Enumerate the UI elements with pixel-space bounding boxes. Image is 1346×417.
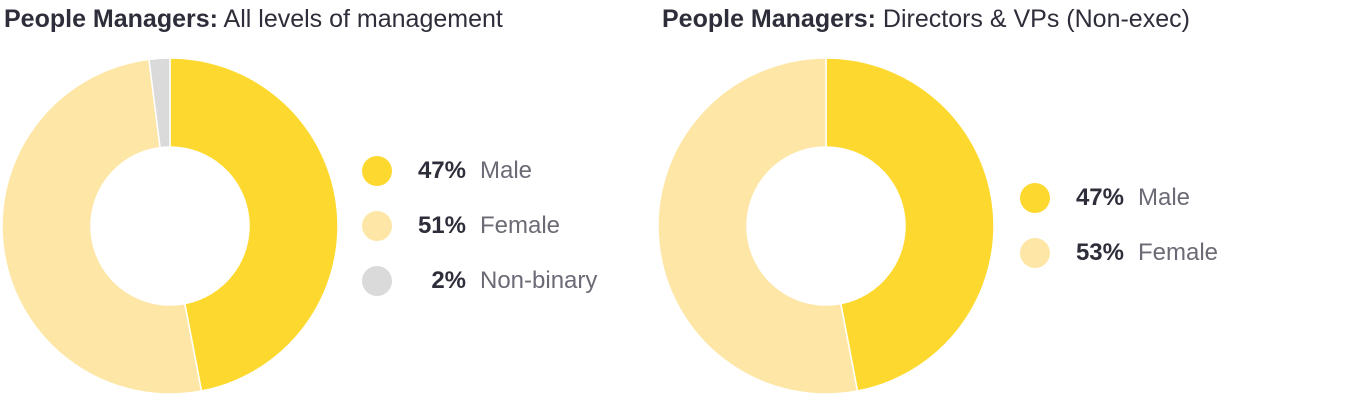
legend-label-male: Male bbox=[480, 156, 533, 184]
legend-value-male: 47% bbox=[1075, 183, 1124, 211]
donut-slice-non-binary bbox=[148, 57, 171, 149]
chart-title-bold: People Managers: bbox=[4, 5, 218, 33]
legend-swatch-male bbox=[362, 155, 392, 186]
chart-title-text: All levels of management bbox=[223, 5, 503, 33]
donut-chart bbox=[1, 57, 339, 395]
legend-item-male: 47% Male bbox=[1020, 170, 1218, 225]
donut-slice-female bbox=[1, 58, 203, 395]
legend-swatch-female bbox=[362, 210, 392, 241]
legend-label-non-binary: Non-binary bbox=[480, 266, 598, 294]
chart-title-text: Directors & VPs (Non-exec) bbox=[882, 5, 1190, 33]
legend-swatch-female bbox=[1020, 237, 1050, 268]
legend-swatch-male bbox=[1020, 182, 1050, 213]
donut-chart bbox=[657, 57, 995, 395]
chart-legend: 47% Male 53% Female bbox=[1020, 170, 1218, 280]
chart-title: People Managers: All levels of managemen… bbox=[4, 2, 503, 36]
legend-value-male: 47% bbox=[417, 156, 466, 184]
donut-slice-male bbox=[825, 57, 995, 392]
legend-value-female: 53% bbox=[1075, 238, 1124, 266]
legend-item-non-binary: 2% Non-binary bbox=[362, 253, 597, 308]
legend-item-male: 47% Male bbox=[362, 143, 597, 198]
legend-value-non-binary: 2% bbox=[431, 266, 466, 294]
chart-legend: 47% Male 51% Female 2% Non-binary bbox=[362, 143, 597, 308]
legend-label-male: Male bbox=[1138, 183, 1191, 211]
chart-title-bold: People Managers: bbox=[662, 5, 876, 33]
legend-label-female: Female bbox=[480, 211, 561, 239]
donut-slice-male bbox=[169, 57, 339, 392]
chart-panel-all-levels: People Managers: All levels of managemen… bbox=[0, 0, 650, 417]
chart-title: People Managers: Directors & VPs (Non-ex… bbox=[662, 2, 1190, 36]
legend-label-female: Female bbox=[1138, 238, 1219, 266]
chart-panel-directors-vps: People Managers: Directors & VPs (Non-ex… bbox=[657, 0, 1346, 417]
legend-item-female: 51% Female bbox=[362, 198, 597, 253]
legend-swatch-non-binary bbox=[362, 265, 392, 296]
donut-slice-female bbox=[657, 57, 859, 395]
legend-item-female: 53% Female bbox=[1020, 225, 1218, 280]
legend-value-female: 51% bbox=[417, 211, 466, 239]
